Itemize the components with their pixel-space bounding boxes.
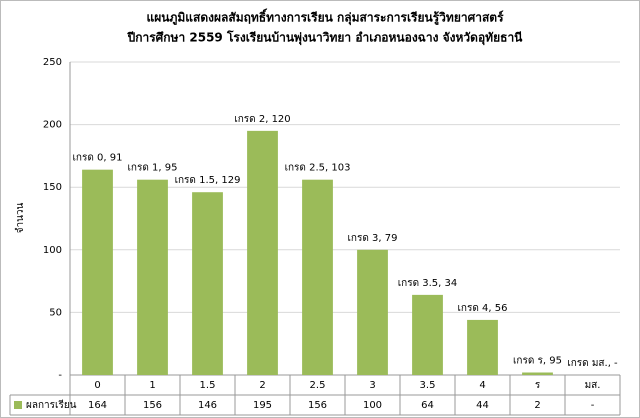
bar xyxy=(302,179,333,375)
annotation: เกรด 4, 56 xyxy=(458,303,508,314)
bar xyxy=(467,319,498,375)
table-value: 44 xyxy=(476,400,489,411)
annotation: เกรด 0, 91 xyxy=(73,153,123,164)
x-tick-label: 3 xyxy=(369,380,375,391)
legend-label: ผลการเรียน xyxy=(26,399,77,411)
x-tick-label: มส. xyxy=(585,380,601,391)
x-tick-label: 4 xyxy=(479,380,485,391)
bar xyxy=(412,294,443,375)
y-tick-label: 50 xyxy=(49,307,62,318)
y-tick-label: - xyxy=(58,370,62,381)
bar xyxy=(522,372,553,375)
x-tick-label: 1 xyxy=(149,380,155,391)
table-value: 146 xyxy=(198,400,217,411)
bar xyxy=(357,249,388,375)
table-value: 100 xyxy=(363,400,382,411)
x-tick-label: ร xyxy=(535,380,541,391)
annotation: เกรด 2.5, 103 xyxy=(285,163,351,174)
bar xyxy=(137,179,168,375)
annotation: เกรด 3, 79 xyxy=(348,233,398,244)
table-value: 195 xyxy=(253,400,272,411)
x-tick-label: 2 xyxy=(259,380,265,391)
y-tick-label: 250 xyxy=(43,57,62,68)
table-value: 156 xyxy=(143,400,162,411)
x-tick-label: 3.5 xyxy=(420,380,436,391)
table-value: - xyxy=(591,400,595,411)
y-tick-label: 150 xyxy=(43,182,62,193)
annotation: เกรด 2, 120 xyxy=(234,114,290,125)
x-tick-label: 2.5 xyxy=(310,380,326,391)
annotation: เกรด 1, 95 xyxy=(128,163,178,174)
table-value: 164 xyxy=(88,400,107,411)
chart-subtitle: ปีการศึกษา 2559 โรงเรียนบ้านพุ่งนาวิทยา … xyxy=(127,30,523,46)
bar xyxy=(192,192,223,375)
y-axis-label: จำนวน xyxy=(15,202,26,233)
y-tick-label: 200 xyxy=(43,120,62,131)
legend-swatch xyxy=(14,401,22,409)
annotation: เกรด มส., - xyxy=(567,358,618,369)
bar xyxy=(82,169,113,375)
annotation: เกรด ร, 95 xyxy=(513,355,562,366)
y-tick-label: 100 xyxy=(43,245,62,256)
table-value: 64 xyxy=(421,400,434,411)
x-tick-label: 0 xyxy=(94,380,100,391)
table-value: 156 xyxy=(308,400,327,411)
x-tick-label: 1.5 xyxy=(200,380,216,391)
annotation: เกรด 3.5, 34 xyxy=(398,278,458,289)
table-value: 2 xyxy=(534,400,540,411)
chart-title: แผนภูมิแสดงผลสัมฤทธิ์ทางการเรียน กลุ่มสา… xyxy=(146,9,504,26)
bar xyxy=(247,130,278,375)
annotation: เกรด 1.5, 129 xyxy=(175,175,241,186)
